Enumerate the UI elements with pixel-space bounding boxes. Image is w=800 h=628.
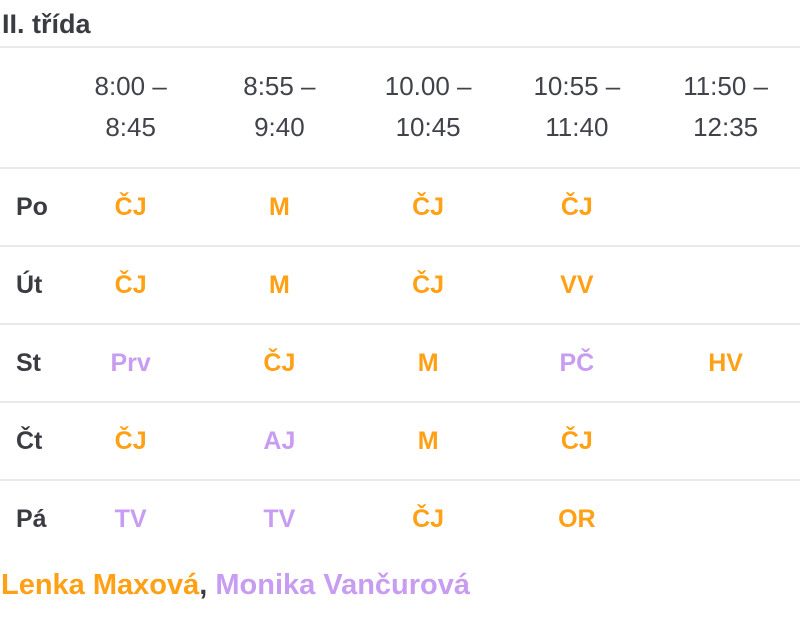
- period-start: 10:55 –: [533, 71, 621, 101]
- period-header: 8:00 – 8:45: [56, 48, 206, 169]
- page-title: II. třída: [0, 0, 800, 48]
- lesson-cell: HV: [708, 348, 743, 377]
- lesson-cell: Prv: [110, 348, 151, 377]
- lesson-cell: M: [268, 270, 290, 299]
- period-end: 9:40: [254, 112, 305, 142]
- day-row-tuesday: Út ČJ M ČJ VV: [0, 246, 800, 324]
- lesson-cell: AJ: [263, 426, 296, 455]
- corner-cell: [0, 48, 57, 169]
- period-header: 8:55 – 9:40: [205, 48, 354, 169]
- day-label: Pá: [16, 505, 47, 533]
- lesson-cell: M: [268, 192, 290, 221]
- lesson-cell: M: [417, 348, 439, 377]
- day-row-wednesday: St Prv ČJ M PČ HV: [0, 324, 800, 402]
- lesson-cell: ČJ: [412, 270, 445, 299]
- lesson-cell: ČJ: [263, 348, 296, 377]
- period-end: 10:45: [395, 112, 461, 142]
- lesson-cell: ČJ: [114, 270, 147, 299]
- lesson-cell: TV: [263, 505, 296, 533]
- lesson-cell: ČJ: [114, 426, 147, 455]
- day-label: St: [16, 348, 41, 377]
- lesson-cell: ČJ: [114, 192, 147, 221]
- lesson-cell: ČJ: [560, 426, 593, 455]
- period-end: 11:40: [545, 112, 609, 142]
- day-label: Po: [16, 192, 48, 221]
- period-header: 10:55 – 11:40: [502, 48, 652, 169]
- lesson-cell: TV: [114, 505, 147, 533]
- period-header-row: 8:00 – 8:45 8:55 – 9:40 10.00 – 10:45 10…: [0, 48, 800, 169]
- lesson-cell: PČ: [559, 348, 595, 377]
- lesson-cell-empty: [651, 246, 800, 324]
- lesson-cell: VV: [560, 270, 594, 299]
- teacher-separator: ,: [199, 569, 216, 601]
- lesson-cell: ČJ: [560, 192, 593, 221]
- day-row-monday: Po ČJ M ČJ ČJ: [0, 168, 800, 246]
- period-header: 11:50 – 12:35: [651, 48, 800, 169]
- period-start: 10.00 –: [384, 71, 472, 101]
- timetable: 8:00 – 8:45 8:55 – 9:40 10.00 – 10:45 10…: [0, 48, 800, 558]
- lesson-cell: OR: [558, 505, 596, 533]
- day-row-friday: Pá TV TV ČJ OR: [0, 480, 800, 558]
- day-label: Út: [16, 270, 43, 299]
- teacher-link[interactable]: Monika Vančurová: [215, 569, 471, 601]
- period-start: 8:00 –: [94, 71, 167, 101]
- period-start: 8:55 –: [243, 71, 316, 101]
- lesson-cell-empty: [651, 168, 800, 246]
- period-end: 12:35: [693, 112, 759, 142]
- day-row-thursday: Čt ČJ AJ M ČJ: [0, 402, 800, 480]
- lesson-cell: ČJ: [412, 192, 445, 221]
- lesson-cell: M: [417, 426, 439, 455]
- lesson-cell-empty: [651, 402, 800, 480]
- teacher-list: Lenka Maxová, Monika Vančurová: [0, 558, 800, 602]
- period-header: 10.00 – 10:45: [353, 48, 503, 169]
- lesson-cell-empty: [651, 480, 800, 558]
- period-start: 11:50 –: [683, 71, 769, 101]
- lesson-cell: ČJ: [412, 505, 445, 533]
- period-end: 8:45: [105, 112, 156, 142]
- teacher-link[interactable]: Lenka Maxová: [1, 569, 200, 601]
- day-label: Čt: [16, 426, 43, 455]
